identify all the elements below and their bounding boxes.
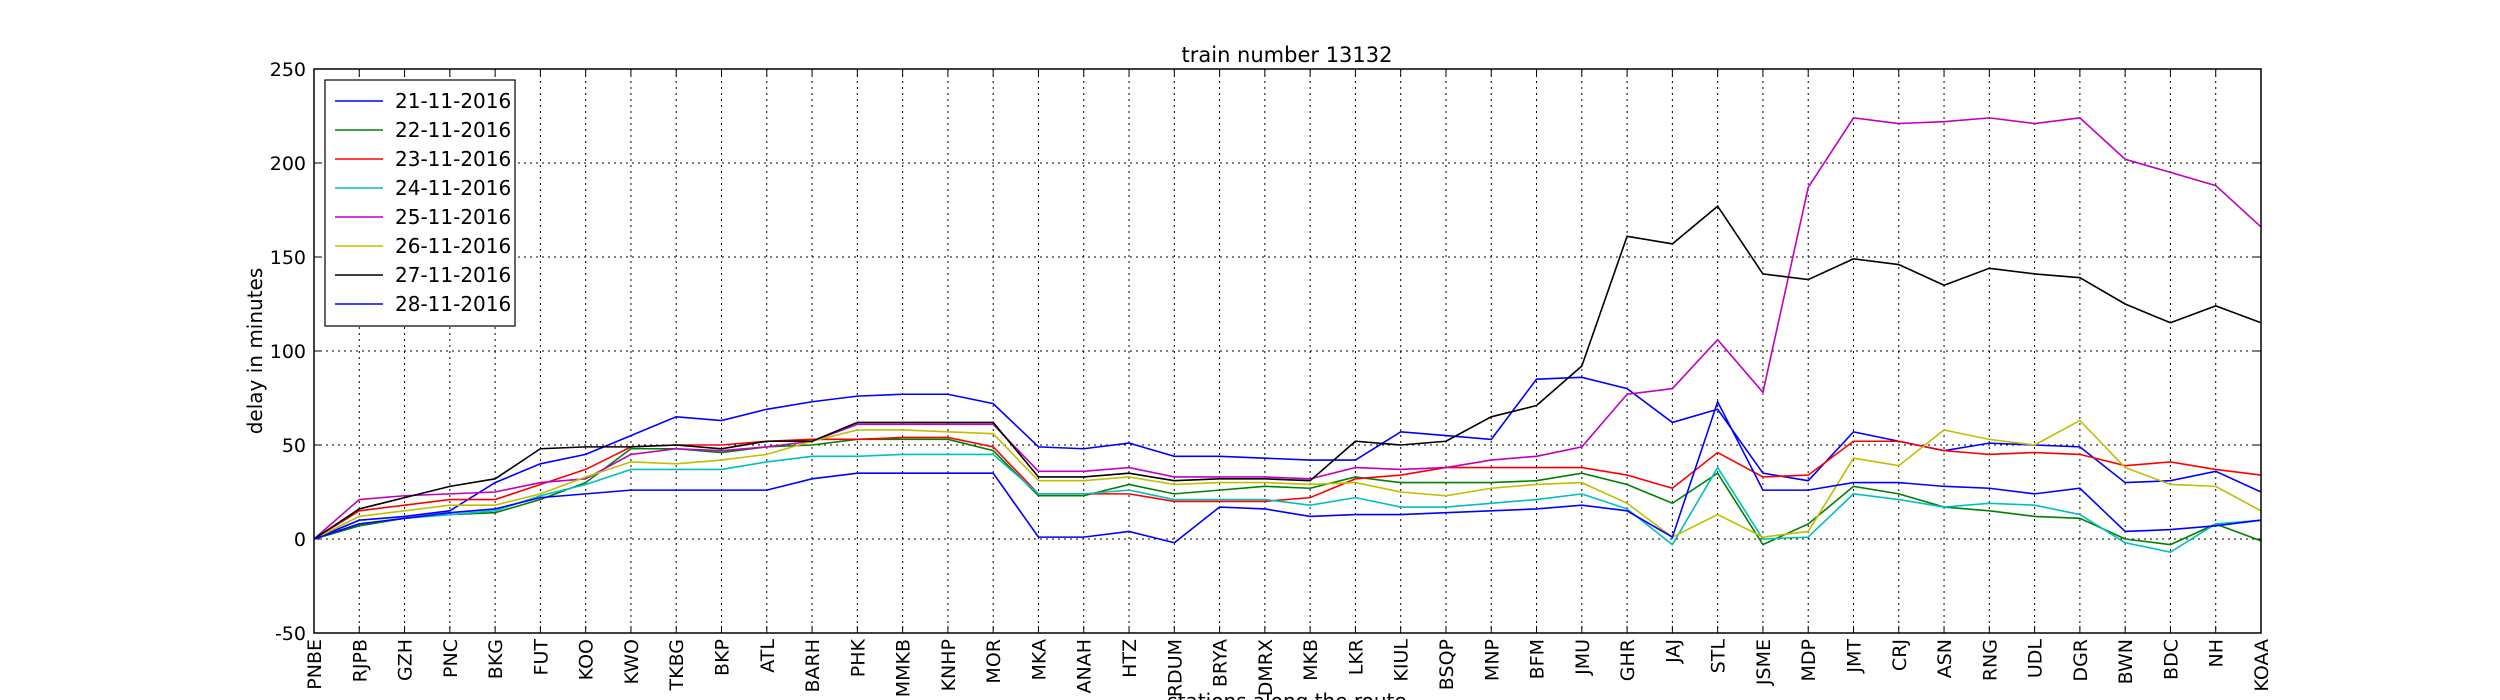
x-tick-label: DGR [2070, 639, 2092, 682]
x-tick-label: KIUL [1391, 639, 1413, 682]
x-tick-label: LKR [1345, 639, 1367, 675]
legend-box [324, 79, 516, 327]
x-tick-label: BARH [802, 639, 824, 693]
x-tick-label: MDP [1798, 639, 1820, 681]
legend-label: 27-11-2016 [395, 263, 511, 287]
x-tick-label: BSQP [1436, 639, 1458, 690]
x-tick-label: BKP [712, 639, 734, 676]
x-tick-label: MKA [1028, 639, 1050, 681]
x-tick-label: NH [2206, 639, 2228, 668]
x-tick-label: RJPB [349, 639, 371, 682]
series-line [313, 205, 2262, 540]
x-tick-label: HTZ [1119, 639, 1141, 678]
x-tick-label: RNG [1979, 639, 2001, 681]
chart-title: train number 13132 [1182, 43, 1393, 67]
legend-label: 23-11-2016 [395, 147, 511, 171]
legend-label: 24-11-2016 [395, 176, 511, 200]
x-tick-label: MOR [983, 639, 1005, 684]
x-tick-label: STL [1708, 639, 1730, 674]
legend-label: 28-11-2016 [395, 292, 511, 316]
x-tick-label: CRJ [1889, 639, 1911, 671]
series-line [313, 419, 2262, 540]
plot-frame [313, 68, 2262, 634]
x-tick-label: ASN [1934, 639, 1956, 678]
x-axis-label: stations along the route [1167, 689, 1406, 700]
x-tick-label: TKBG [666, 639, 688, 692]
x-tick-label: FUT [530, 639, 552, 676]
series-line [313, 376, 2262, 540]
x-tick-label: DMRX [1255, 639, 1277, 696]
x-tick-label: KOO [576, 639, 598, 680]
x-tick-label: KWO [621, 639, 643, 685]
x-tick-label: RDUM [1164, 639, 1186, 697]
x-tick-label: PNC [440, 639, 462, 678]
legend-label: 22-11-2016 [395, 118, 511, 142]
legend-label: 26-11-2016 [395, 234, 511, 258]
x-tick-label: GHR [1617, 639, 1639, 681]
x-tick-label: BWN [2115, 639, 2137, 684]
legend: 21-11-2016 22-11-2016 23-11-2016 24-11-2016… [324, 79, 516, 327]
x-tick-label: KNHP [938, 639, 960, 691]
x-tick-label: BKG [485, 639, 507, 679]
legend-label: 21-11-2016 [395, 89, 511, 113]
series-line [313, 438, 2262, 546]
x-tick-label: JAJ [1662, 639, 1684, 664]
y-tick-label: 0 [294, 529, 306, 551]
y-tick-label: 100 [270, 341, 306, 363]
x-tick-label: JMT [1843, 639, 1865, 674]
x-tick-label: BDC [2160, 639, 2182, 680]
series-line [313, 117, 2262, 540]
x-tick-label: PHK [847, 638, 869, 677]
y-tick-label: -50 [275, 623, 306, 645]
series-line [313, 399, 2262, 544]
series-line [313, 453, 2262, 554]
x-tick-label: GZH [395, 639, 417, 681]
y-tick-label: 250 [270, 59, 306, 81]
x-tick-label: ATL [757, 639, 779, 673]
x-tick-label: ANAH [1074, 639, 1096, 694]
y-tick-label: 150 [270, 247, 306, 269]
y-tick-label: 200 [270, 153, 306, 175]
x-tick-label: BFM [1527, 639, 1549, 679]
x-tick-label: MKB [1300, 639, 1322, 681]
y-axis-label: delay in minutes [243, 268, 267, 435]
x-tick-label: UDL [2025, 639, 2047, 679]
series-line [313, 436, 2262, 540]
x-tick-label: BRYA [1210, 639, 1232, 687]
x-tick-label: PNBE [304, 639, 326, 690]
x-tick-label: KOAA [2251, 639, 2273, 692]
x-tick-label: MMKB [893, 639, 915, 697]
x-tick-label: JSME [1753, 639, 1775, 686]
x-tick-label: MNP [1481, 639, 1503, 681]
x-tick-label: JMU [1572, 639, 1594, 676]
y-tick-label: 50 [282, 435, 306, 457]
legend-label: 25-11-2016 [395, 205, 511, 229]
